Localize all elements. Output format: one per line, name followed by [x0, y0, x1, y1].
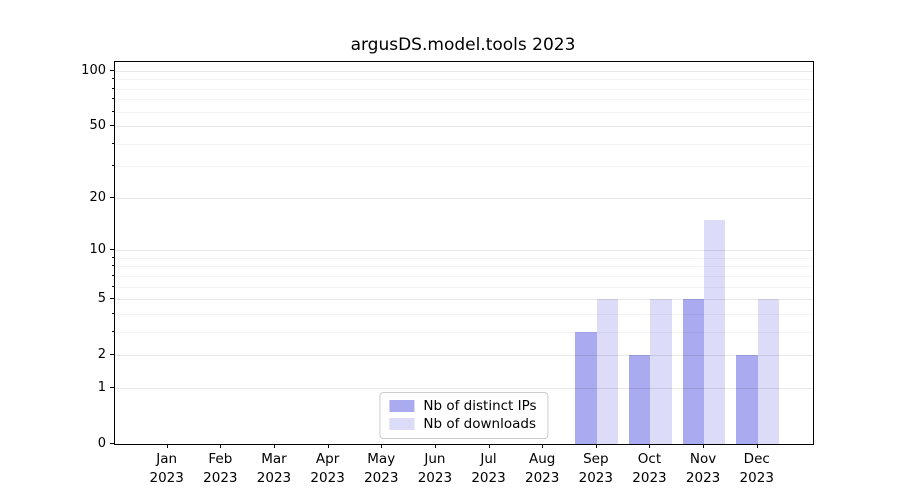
- y-tick-label: 10: [89, 242, 106, 258]
- x-tick-label: Jul 2023: [471, 451, 506, 486]
- y-minor-tick-mark: [112, 330, 114, 332]
- y-minor-tick-mark: [112, 110, 114, 112]
- x-tick-mark: [434, 444, 436, 448]
- gridline-minor: [115, 266, 813, 268]
- gridline-major: [115, 71, 813, 72]
- x-tick-label: Feb 2023: [203, 451, 238, 486]
- x-tick-mark: [273, 444, 275, 448]
- gridline-minor: [115, 143, 813, 145]
- legend-item-downloads: Nb of downloads: [389, 416, 536, 432]
- y-tick-mark: [110, 196, 114, 198]
- x-tick-mark: [166, 444, 168, 448]
- gridline-minor: [115, 99, 813, 101]
- y-tick-mark: [110, 249, 114, 251]
- x-tick-mark: [595, 444, 597, 448]
- legend-label-distinct-ips: Nb of distinct IPs: [423, 398, 537, 414]
- x-tick-label: Jan 2023: [149, 451, 184, 486]
- y-tick-mark: [110, 443, 114, 444]
- y-minor-tick-mark: [112, 98, 114, 100]
- gridline-minor: [115, 275, 813, 277]
- y-tick-label: 50: [89, 118, 106, 134]
- gridline-minor: [115, 166, 813, 168]
- gridline-major: [115, 355, 813, 357]
- gridline-minor: [115, 331, 813, 333]
- y-tick-label: 5: [97, 291, 106, 307]
- grid-layer: [115, 62, 813, 444]
- gridline-major: [115, 387, 813, 389]
- x-tick-label: Aug 2023: [524, 451, 560, 486]
- gridline-major: [115, 250, 813, 252]
- y-minor-tick-mark: [112, 274, 114, 276]
- y-tick-label: 2: [97, 347, 106, 363]
- y-tick-mark: [110, 298, 114, 300]
- gridline-minor: [115, 79, 813, 81]
- y-tick-mark: [110, 354, 114, 356]
- y-tick-mark: [110, 70, 114, 71]
- plot-area: Nb of distinct IPs Nb of downloads: [114, 61, 814, 445]
- y-minor-tick-mark: [112, 78, 114, 80]
- y-minor-tick-mark: [112, 142, 114, 144]
- bar-s0-nov: [682, 299, 705, 444]
- gridline-minor: [115, 286, 813, 288]
- gridline-major: [115, 299, 813, 301]
- y-minor-tick-mark: [112, 285, 114, 287]
- y-tick-mark: [110, 125, 114, 127]
- x-tick-mark: [756, 444, 758, 448]
- bar-s1-oct: [650, 299, 672, 444]
- y-minor-tick-mark: [112, 165, 114, 167]
- bar-s1-dec: [757, 299, 780, 444]
- bars-layer: [115, 62, 813, 444]
- y-tick-label: 20: [89, 189, 106, 205]
- gridline-minor: [115, 111, 813, 113]
- x-tick-label: Dec 2023: [739, 451, 774, 486]
- legend: Nb of distinct IPs Nb of downloads: [379, 392, 549, 439]
- bar-s0-oct: [629, 355, 651, 444]
- y-tick-label: 1: [97, 379, 106, 395]
- x-tick-mark: [381, 444, 383, 448]
- bar-s0-sep: [575, 331, 597, 444]
- x-tick-label: Mar 2023: [256, 451, 292, 486]
- y-tick-label: 0: [97, 436, 106, 451]
- x-tick-label: Jun 2023: [417, 451, 453, 486]
- x-tick-mark: [327, 444, 329, 448]
- x-tick-mark: [220, 444, 222, 448]
- y-tick-label: 100: [81, 63, 106, 78]
- legend-item-distinct-ips: Nb of distinct IPs: [389, 398, 537, 414]
- x-tick-label: Oct 2023: [632, 451, 667, 486]
- y-minor-tick-mark: [112, 87, 114, 89]
- bar-s1-nov: [704, 219, 726, 444]
- x-tick-label: Nov 2023: [685, 451, 721, 486]
- y-tick-mark: [110, 386, 114, 388]
- x-tick-mark: [542, 444, 544, 448]
- x-tick-label: Sep 2023: [578, 451, 613, 486]
- x-tick-mark: [649, 444, 651, 448]
- legend-swatch-distinct-ips: [389, 400, 415, 412]
- y-minor-tick-mark: [112, 265, 114, 267]
- legend-label-downloads: Nb of downloads: [423, 416, 536, 432]
- legend-swatch-downloads: [389, 418, 415, 430]
- y-minor-tick-mark: [112, 256, 114, 258]
- bar-s1-sep: [596, 299, 619, 444]
- chart-title: argusDS.model.tools 2023: [350, 35, 576, 55]
- gridline-major: [115, 126, 813, 128]
- x-tick-label: May 2023: [364, 451, 399, 486]
- gridline-minor: [115, 257, 813, 259]
- gridline-minor: [115, 88, 813, 90]
- bar-s0-dec: [736, 355, 758, 444]
- gridline-major: [115, 197, 813, 199]
- gridline-minor: [115, 313, 813, 315]
- x-tick-mark: [703, 444, 705, 448]
- x-tick-label: Apr 2023: [310, 451, 345, 486]
- x-tick-mark: [488, 444, 490, 448]
- y-minor-tick-mark: [112, 312, 114, 314]
